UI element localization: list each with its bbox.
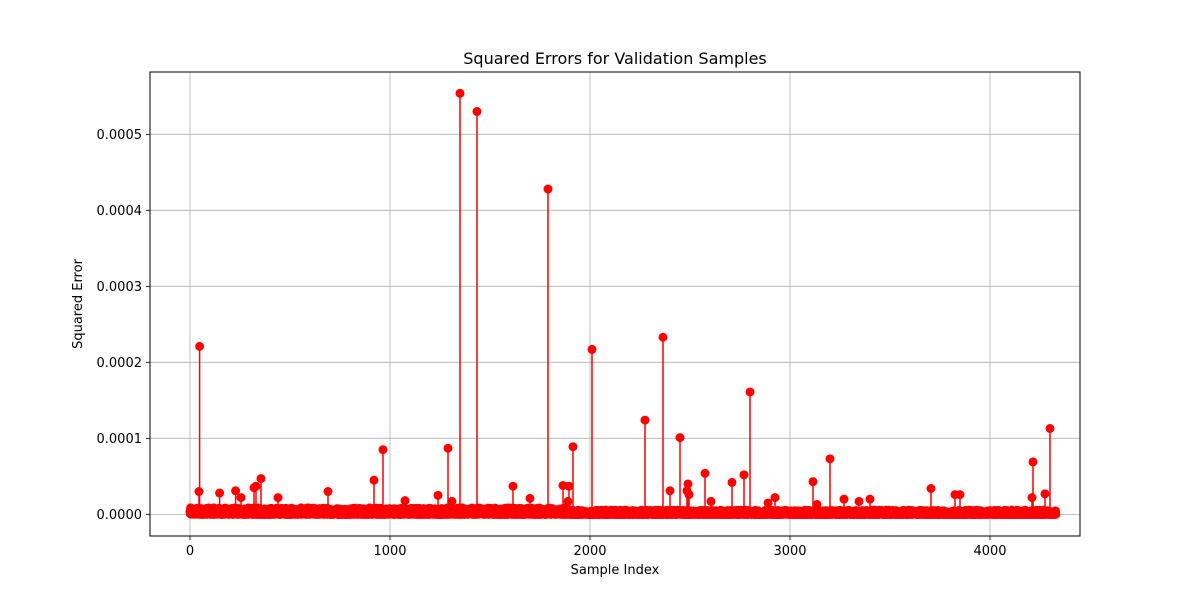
stem-marker bbox=[564, 481, 574, 491]
grid bbox=[150, 72, 1080, 536]
markers bbox=[185, 88, 1061, 519]
stem-marker bbox=[525, 493, 535, 503]
stem-marker bbox=[700, 468, 710, 478]
stem-marker bbox=[369, 475, 379, 485]
stem-marker bbox=[378, 445, 388, 455]
stem-marker bbox=[770, 493, 780, 503]
stem-marker bbox=[587, 344, 597, 354]
stem-marker bbox=[745, 387, 755, 397]
stem-marker bbox=[455, 88, 465, 98]
stem-marker bbox=[195, 341, 205, 351]
stem-marker bbox=[323, 487, 333, 497]
stem-marker bbox=[568, 442, 578, 452]
stem-marker bbox=[684, 490, 694, 500]
stem-marker bbox=[706, 496, 716, 506]
stem-marker bbox=[231, 486, 241, 496]
stem-marker bbox=[251, 481, 261, 491]
stem-marker bbox=[683, 479, 693, 489]
stem-marker bbox=[727, 477, 737, 487]
stem-marker bbox=[675, 433, 685, 443]
stem-marker bbox=[563, 496, 573, 506]
stem-marker bbox=[739, 470, 749, 480]
stem-marker bbox=[443, 443, 453, 453]
stem-marker bbox=[472, 107, 482, 117]
stem-marker bbox=[273, 493, 283, 503]
stem-marker bbox=[543, 184, 553, 194]
stem-marker bbox=[658, 332, 668, 342]
stem-marker bbox=[256, 474, 266, 484]
stem-marker bbox=[236, 493, 246, 503]
stem-marker bbox=[447, 496, 457, 506]
stem-marker bbox=[433, 490, 443, 500]
stem-marker bbox=[763, 498, 773, 508]
stem-marker bbox=[640, 415, 650, 425]
stem-marker bbox=[194, 487, 204, 497]
stem-marker bbox=[508, 481, 518, 491]
stem-marker bbox=[400, 496, 410, 506]
stem-marker bbox=[665, 486, 675, 496]
stem-marker bbox=[215, 488, 225, 498]
